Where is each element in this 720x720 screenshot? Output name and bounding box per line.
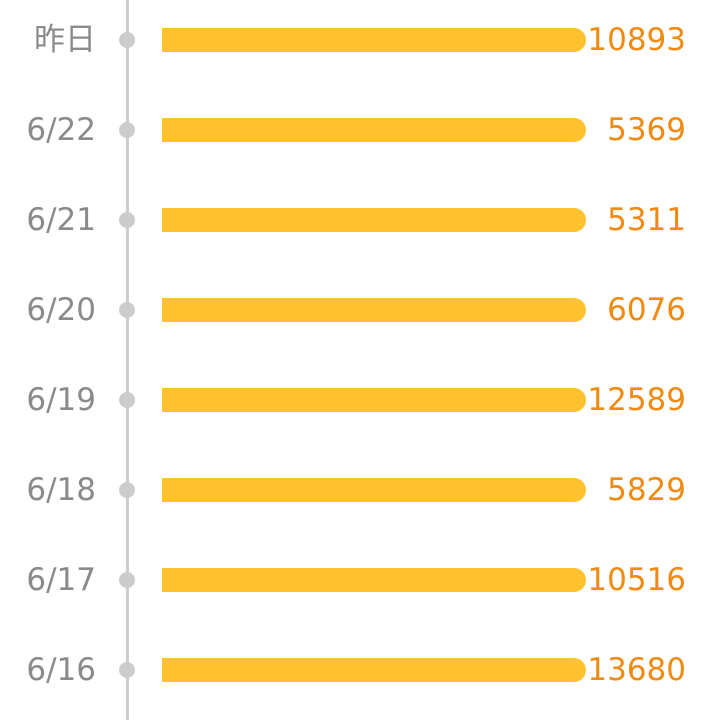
- timeline-dot: [119, 212, 135, 228]
- value-bar: [162, 658, 586, 682]
- stat-row: 6/20 6076: [0, 290, 720, 330]
- value-label: 5369: [607, 112, 686, 148]
- value-bar: [162, 28, 586, 52]
- stat-row: 6/19 12589: [0, 380, 720, 420]
- date-label: 6/22: [26, 112, 96, 148]
- date-label: 6/19: [26, 382, 96, 418]
- value-label: 10516: [587, 562, 686, 598]
- date-label: 6/21: [26, 202, 96, 238]
- value-bar: [162, 298, 586, 322]
- timeline-dot: [119, 302, 135, 318]
- stat-row: 6/16 13680: [0, 650, 720, 690]
- value-bar: [162, 568, 586, 592]
- stat-row: 6/17 10516: [0, 560, 720, 600]
- date-label: 6/20: [26, 292, 96, 328]
- timeline-line: [126, 0, 129, 720]
- timeline-dot: [119, 392, 135, 408]
- timeline-dot: [119, 32, 135, 48]
- stat-row: 6/21 5311: [0, 200, 720, 240]
- value-bar: [162, 118, 586, 142]
- value-label: 10893: [587, 22, 686, 58]
- stat-row: 6/22 5369: [0, 110, 720, 150]
- value-bar: [162, 388, 586, 412]
- date-label: 6/16: [26, 652, 96, 688]
- stat-row: 6/18 5829: [0, 470, 720, 510]
- value-label: 5829: [607, 472, 686, 508]
- timeline-dot: [119, 572, 135, 588]
- value-bar: [162, 208, 586, 232]
- timeline-dot: [119, 122, 135, 138]
- date-label: 6/17: [26, 562, 96, 598]
- date-label: 6/18: [26, 472, 96, 508]
- stat-row: 昨日 10893: [0, 20, 720, 60]
- value-label: 13680: [587, 652, 686, 688]
- value-label: 12589: [587, 382, 686, 418]
- value-label: 5311: [607, 202, 686, 238]
- timeline-dot: [119, 662, 135, 678]
- value-bar: [162, 478, 586, 502]
- timeline-dot: [119, 482, 135, 498]
- date-label: 昨日: [34, 22, 96, 58]
- value-label: 6076: [607, 292, 686, 328]
